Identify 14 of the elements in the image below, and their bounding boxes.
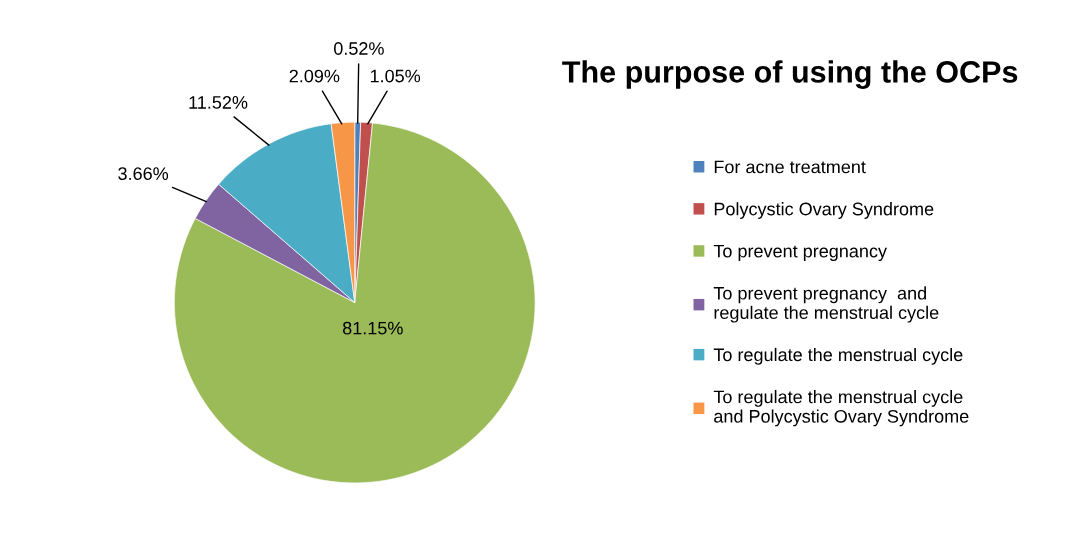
legend-label: To prevent pregnancy: [713, 244, 887, 262]
data-label: 3.66%: [118, 167, 169, 180]
data-label: 81.15%: [342, 321, 403, 335]
data-label: 0.52%: [333, 42, 384, 55]
data-label: 1.05%: [370, 69, 421, 83]
legend-label: To regulate the menstrual cycle and Polycystic Ovary Syndrome: [713, 390, 969, 427]
legend-label: For acne treatment: [714, 160, 866, 174]
legend-label: To regulate the menstrual cycle: [713, 347, 963, 365]
data-label: 2.09%: [289, 69, 340, 83]
legend-label: Polycystic Ovary Syndrome: [714, 202, 934, 219]
data-label: 11.52%: [189, 96, 248, 109]
text: The purpose of using the OCPs: [562, 60, 1018, 89]
legend-label: To prevent pregnancy and regulate the menstrual cycle: [713, 286, 939, 323]
pie-slice: [174, 122, 536, 484]
